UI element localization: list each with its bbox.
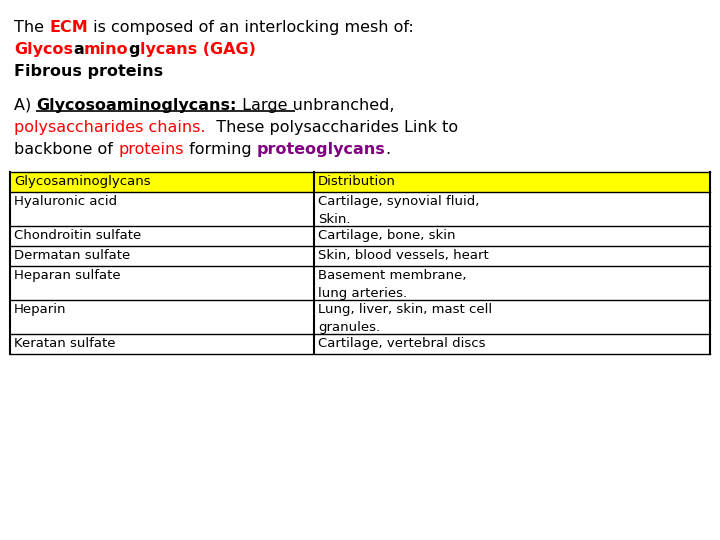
Text: proteoglycans: proteoglycans: [256, 142, 385, 157]
Text: Glycosaminoglycans: Glycosaminoglycans: [14, 175, 150, 188]
Text: Glycosoaminoglycans:: Glycosoaminoglycans:: [37, 98, 237, 113]
Text: mino: mino: [84, 42, 128, 57]
Text: Cartilage, bone, skin: Cartilage, bone, skin: [318, 229, 456, 242]
Text: polysaccharides chains.: polysaccharides chains.: [14, 120, 205, 135]
Text: Dermatan sulfate: Dermatan sulfate: [14, 249, 130, 262]
Text: Distribution: Distribution: [318, 175, 396, 188]
Bar: [10, 334, 710, 354]
Text: Cartilage, vertebral discs: Cartilage, vertebral discs: [318, 337, 485, 350]
Text: Basement membrane,
lung arteries.: Basement membrane, lung arteries.: [318, 269, 467, 300]
Bar: [10, 226, 710, 246]
Bar: [10, 172, 710, 192]
Text: Lung, liver, skin, mast cell
granules.: Lung, liver, skin, mast cell granules.: [318, 303, 492, 334]
Text: forming: forming: [184, 142, 256, 157]
Text: is composed of an interlocking mesh of:: is composed of an interlocking mesh of:: [88, 20, 413, 35]
Text: Heparan sulfate: Heparan sulfate: [14, 269, 121, 282]
Bar: [10, 300, 710, 334]
Text: Fibrous proteins: Fibrous proteins: [14, 64, 163, 79]
Text: Heparin: Heparin: [14, 303, 66, 316]
Bar: [10, 266, 710, 300]
Text: lycans (GAG): lycans (GAG): [140, 42, 256, 57]
Text: These polysaccharides Link to: These polysaccharides Link to: [205, 120, 458, 135]
Text: The: The: [14, 20, 49, 35]
Text: A): A): [14, 98, 37, 113]
Text: Hyaluronic acid: Hyaluronic acid: [14, 195, 117, 208]
Text: Large unbranched,: Large unbranched,: [237, 98, 395, 113]
Bar: [10, 192, 710, 226]
Text: backbone of: backbone of: [14, 142, 118, 157]
Text: Cartilage, synovial fluid,
Skin.: Cartilage, synovial fluid, Skin.: [318, 195, 480, 226]
Text: a: a: [73, 42, 84, 57]
Text: Keratan sulfate: Keratan sulfate: [14, 337, 115, 350]
Text: Chondroitin sulfate: Chondroitin sulfate: [14, 229, 141, 242]
Text: .: .: [385, 142, 390, 157]
Text: Glycos: Glycos: [14, 42, 73, 57]
Text: proteins: proteins: [118, 142, 184, 157]
Text: Skin, blood vessels, heart: Skin, blood vessels, heart: [318, 249, 489, 262]
Text: g: g: [128, 42, 140, 57]
Text: ECM: ECM: [49, 20, 88, 35]
Bar: [10, 246, 710, 266]
